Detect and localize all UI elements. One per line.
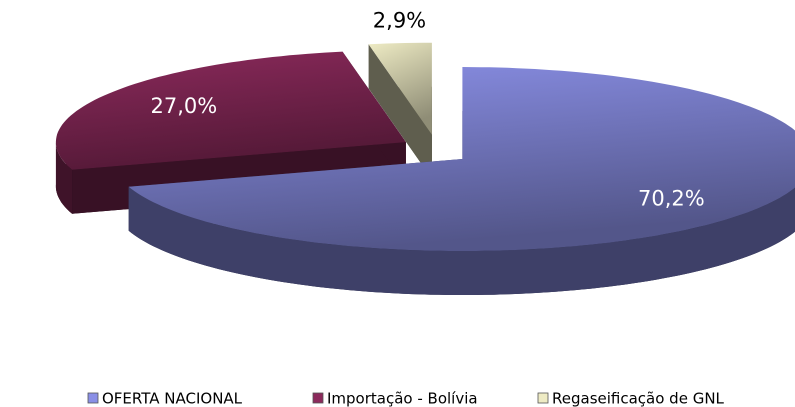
data-label: 27,0% [151,94,218,118]
slice [128,67,795,251]
slice [55,51,406,170]
legend-label: OFERTA NACIONAL [102,390,243,407]
legend-swatch [312,392,324,404]
legend-swatch [87,392,99,404]
slice-group [128,67,795,295]
slice-wall [128,186,795,295]
slice-wall [55,142,73,214]
legend: OFERTA NACIONAL Importação - Bolívia Regas… [87,390,725,407]
slice [368,42,432,135]
legend-swatch [537,392,549,404]
legend-label: Regaseificação de GNL [552,390,725,407]
pie: 70,2% 27,0% 2,9% [55,8,795,295]
slice-group [368,42,432,179]
data-label: 2,9% [373,8,426,32]
slice-side [368,44,432,179]
legend-label: Importação - Bolívia [327,390,478,407]
data-label: 70,2% [638,186,705,210]
